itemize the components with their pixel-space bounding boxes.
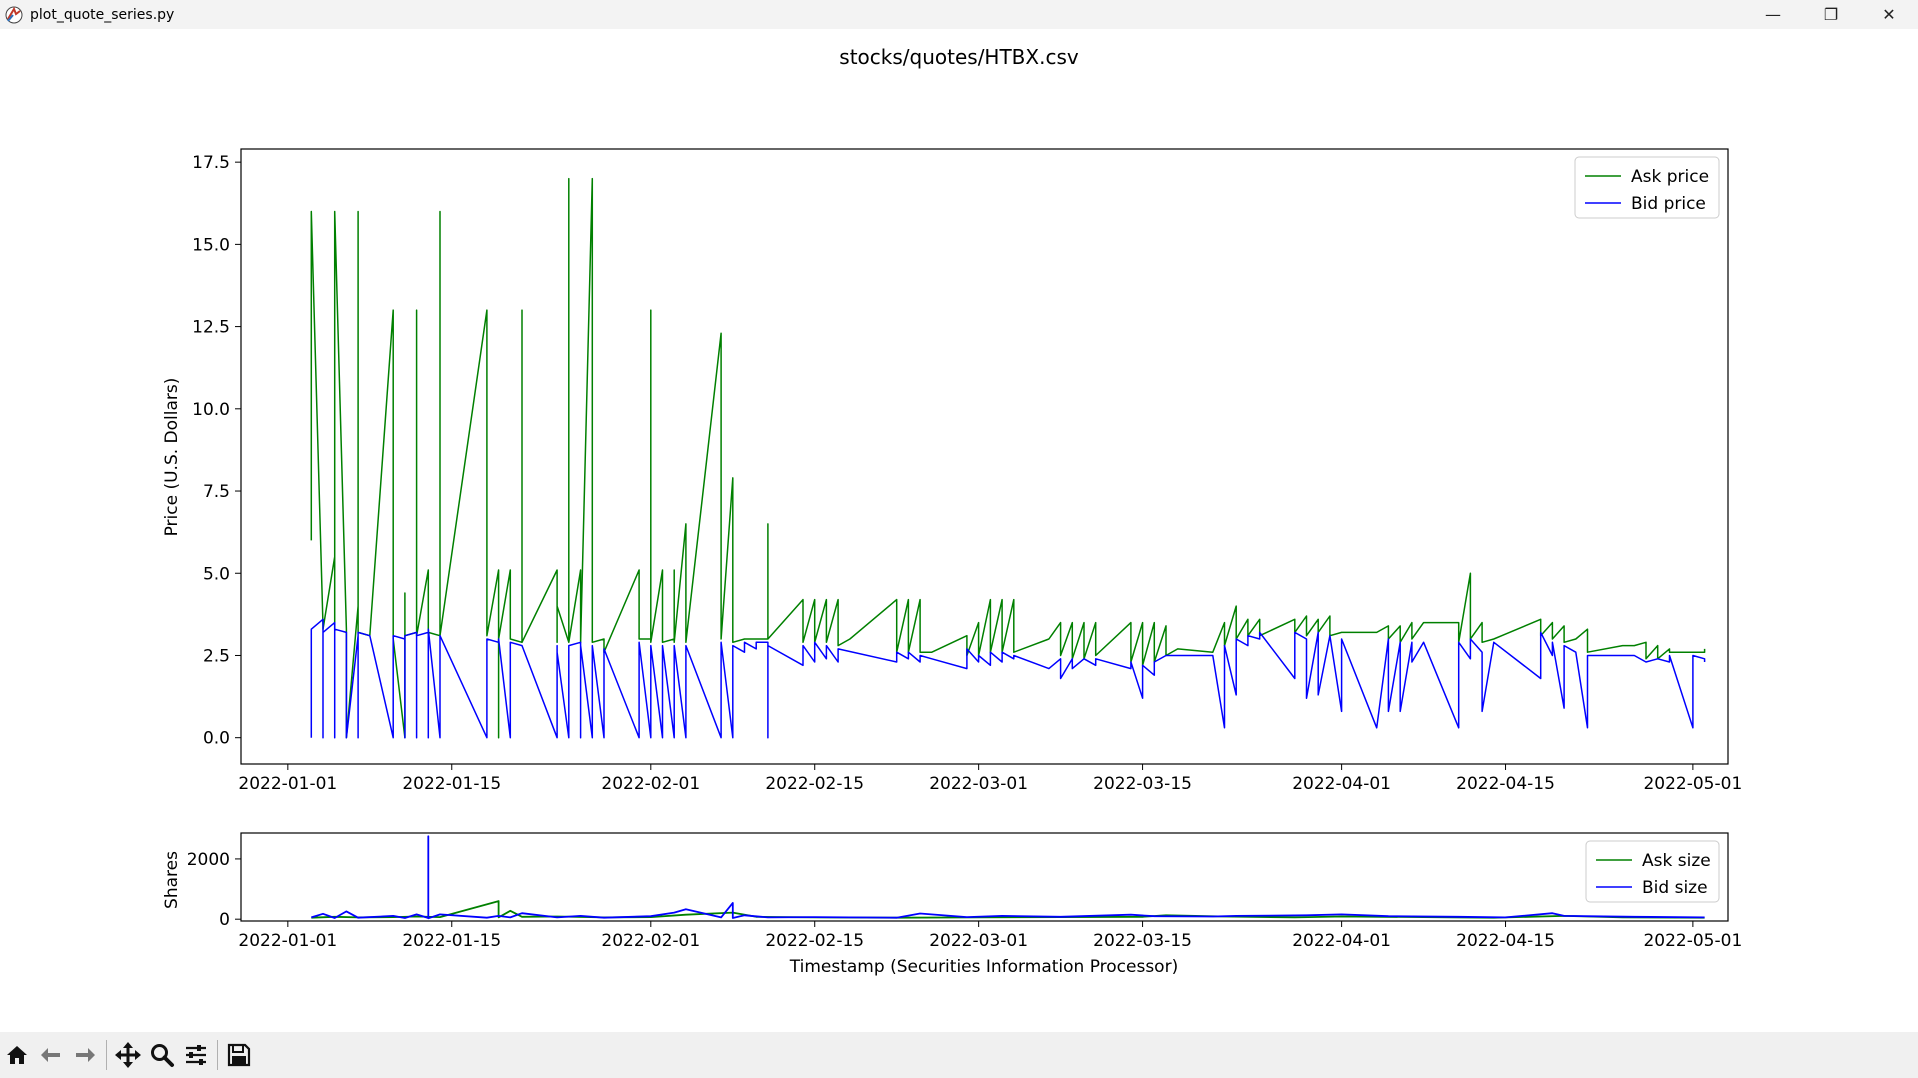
price-legend-label-ask: Ask price [1631, 167, 1709, 187]
maximize-button[interactable]: ❐ [1802, 0, 1860, 29]
price-y-tick-label: 2.5 [203, 646, 230, 666]
toolbar-separator [106, 1040, 107, 1070]
size-x-tick-label: 2022-04-15 [1456, 931, 1555, 951]
price-legend: Ask price Bid price [1574, 156, 1720, 219]
pan-move-icon [115, 1042, 141, 1068]
size-axes-background [241, 833, 1728, 921]
subplots-button[interactable] [179, 1038, 213, 1072]
size-x-tick-label: 2022-01-01 [238, 931, 337, 951]
home-button[interactable] [0, 1038, 34, 1072]
size-axes: 2022-01-01 2022-01-15 2022-02-01 2022-02-15… [162, 832, 1742, 977]
configure-subplots-icon [186, 1045, 206, 1065]
price-x-tick-label: 2022-05-01 [1643, 774, 1742, 794]
size-series-group [311, 835, 1705, 920]
price-legend-label-bid: Bid price [1631, 194, 1706, 214]
python-app-icon [4, 5, 24, 25]
price-x-tick-label: 2022-04-01 [1292, 774, 1391, 794]
price-x-tick-label: 2022-02-15 [765, 774, 864, 794]
size-x-tick-label: 2022-04-01 [1292, 931, 1391, 951]
price-x-tick-label: 2022-04-15 [1456, 774, 1555, 794]
size-y-tick-label: 2000 [187, 850, 230, 870]
figure-canvas[interactable]: stocks/quotes/HTBX.csv 2022-01-01 2022-01… [0, 29, 1918, 1032]
price-y-ticks: 0.0 2.5 5.0 7.5 10.0 12.5 15.0 17.5 [192, 153, 241, 749]
back-button[interactable] [34, 1038, 68, 1072]
price-x-tick-label: 2022-01-15 [402, 774, 501, 794]
forward-arrow-icon [76, 1048, 95, 1062]
zoom-button[interactable] [145, 1038, 179, 1072]
price-y-tick-label: 5.0 [203, 564, 230, 584]
toolbar-separator [217, 1040, 218, 1070]
size-x-tick-label: 2022-05-01 [1643, 931, 1742, 951]
home-icon [7, 1046, 27, 1064]
minimize-icon: — [1765, 5, 1781, 24]
size-x-tick-label: 2022-03-01 [929, 931, 1028, 951]
size-y-tick-label: 0 [219, 910, 230, 930]
pan-button[interactable] [111, 1038, 145, 1072]
size-legend: Ask size Bid size [1585, 840, 1720, 903]
size-x-tick-label: 2022-01-15 [402, 931, 501, 951]
price-series-bid-line [310, 618, 1706, 739]
price-x-tick-label: 2022-02-01 [601, 774, 700, 794]
price-y-tick-label: 0.0 [203, 729, 230, 749]
figure-suptitle: stocks/quotes/HTBX.csv [839, 45, 1079, 69]
size-x-tick-label: 2022-02-01 [601, 931, 700, 951]
price-axes: 2022-01-01 2022-01-15 2022-02-01 2022-02-15… [162, 148, 1742, 794]
close-icon: ✕ [1882, 5, 1896, 24]
figure-svg: stocks/quotes/HTBX.csv 2022-01-01 2022-01… [162, 45, 1742, 977]
size-x-tick-label: 2022-03-15 [1093, 931, 1192, 951]
price-x-tick-label: 2022-01-01 [238, 774, 337, 794]
size-series-bid-line [311, 835, 1705, 920]
window-title-bar: plot_quote_series.py — ❐ ✕ [0, 0, 1918, 29]
price-y-tick-label: 17.5 [192, 153, 230, 173]
price-axes-background [241, 149, 1728, 764]
forward-button[interactable] [68, 1038, 102, 1072]
window-title: plot_quote_series.py [30, 6, 175, 23]
price-axes-frame [240, 148, 1729, 765]
zoom-magnifier-icon [151, 1044, 174, 1067]
close-button[interactable]: ✕ [1860, 0, 1918, 29]
size-axes-frame [240, 832, 1729, 922]
price-x-tick-label: 2022-03-15 [1093, 774, 1192, 794]
size-x-axis-label: Timestamp (Securities Information Proces… [789, 957, 1178, 977]
save-disk-icon [227, 1043, 251, 1067]
price-y-tick-label: 7.5 [203, 482, 230, 502]
price-y-tick-label: 12.5 [192, 318, 230, 338]
size-legend-label-ask: Ask size [1642, 851, 1711, 871]
size-legend-label-bid: Bid size [1642, 878, 1708, 898]
price-series-group [310, 177, 1706, 739]
navigation-toolbar [0, 1032, 1918, 1078]
size-y-axis-label: Shares [162, 851, 182, 909]
price-y-tick-label: 10.0 [192, 400, 230, 420]
price-x-ticks: 2022-01-01 2022-01-15 2022-02-01 2022-02-15… [238, 764, 1742, 794]
size-x-tick-label: 2022-02-15 [765, 931, 864, 951]
size-y-ticks: 0 2000 [187, 850, 241, 930]
restore-icon: ❐ [1823, 5, 1839, 24]
price-y-axis-label: Price (U.S. Dollars) [162, 378, 182, 537]
price-y-tick-label: 15.0 [192, 235, 230, 255]
price-series-ask-line [310, 177, 1706, 739]
minimize-button[interactable]: — [1744, 0, 1802, 29]
save-button[interactable] [222, 1038, 256, 1072]
price-x-tick-label: 2022-03-01 [929, 774, 1028, 794]
size-x-ticks: 2022-01-01 2022-01-15 2022-02-01 2022-02-15… [238, 921, 1742, 951]
back-arrow-icon [41, 1048, 60, 1062]
